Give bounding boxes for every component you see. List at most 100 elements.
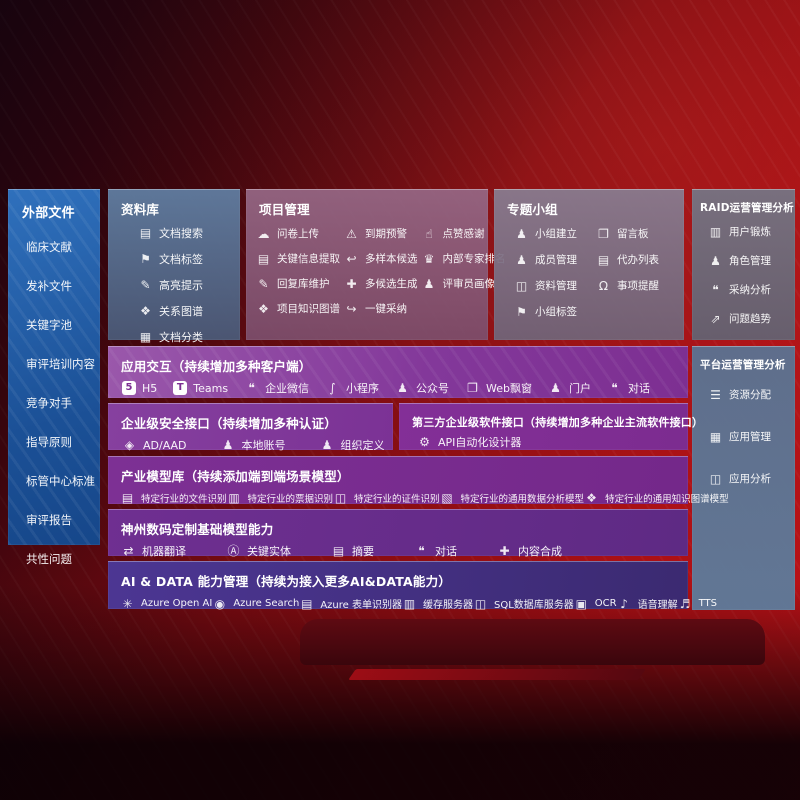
aidata-item-form-recognizer: ▤ Azure 表单识别器 (301, 596, 402, 612)
aidata-item-sql-server: ◫ SQL数据库服务器 (474, 596, 574, 612)
industry-item-data-analysis-model: ▧ 特定行业的通用数据分析模型 (441, 491, 585, 505)
project-item-reviewer-portrait: ♟ 评审员画像 (422, 276, 506, 291)
miniprogram-icon: ∫ (329, 381, 336, 395)
teams-icon: T (173, 381, 188, 395)
data-analysis-model-icon: ▧ (441, 491, 453, 505)
library-panel: 资料库 ▤ 文档搜索 ⚑ 文档标签 ✎ 高亮提示 ❖ 关系图谱 ▦ 文档分类 (108, 189, 240, 344)
topic-item-group-tag: ⚑ 小组标签 (514, 304, 596, 319)
wecom-icon: ❝ (248, 381, 255, 395)
library-item-relation-graph: ❖ 关系图谱 (138, 303, 240, 319)
alarm-icon: ⚠ (346, 226, 357, 241)
member-manage-icon: ♟ (516, 252, 527, 267)
form-recognizer-icon: ▤ (301, 596, 313, 611)
sidebar-item-supplement-files: 发补文件 (26, 279, 72, 293)
app-interaction-row: 应用交互（持续增加多种客户端） 5 H5 T Teams ❝ 企业微信 ∫ 小程序 ♟ 公… (108, 346, 688, 398)
security-item-local-account: ♟ 本地账号 (221, 437, 286, 453)
html5-icon: 5 (122, 381, 136, 395)
panel-title: 资料库 (121, 202, 160, 217)
adopt-analysis-icon: ❝ (712, 282, 719, 297)
interaction-item-h5: 5 H5 (122, 381, 157, 395)
industry-item-file-recognition: ▤ 特定行业的文件识别 (121, 491, 227, 505)
library-item-doc-search: ▤ 文档搜索 (139, 226, 203, 240)
library-item-highlight: ✎ 高亮提示 (138, 277, 240, 293)
sidebar-item-review-training: 审评培训内容 (26, 357, 95, 371)
row-title: 产业模型库（持续添加端到端场景模型） (121, 469, 350, 484)
row-title: AI & DATA 能力管理（持续为接入更多AI&DATA能力） (121, 574, 452, 589)
row-title: 神州数码定制基础模型能力 (121, 522, 274, 537)
panel-title: 平台运营管理分析 (700, 359, 786, 371)
interaction-item-official-account: ♟ 公众号 (395, 380, 449, 396)
security-item-org-define: ♟ 组织定义 (320, 437, 385, 453)
panel-title: 项目管理 (259, 202, 310, 217)
knowledge-graph-model-icon: ❖ (586, 491, 597, 505)
project-item-multi-sample: ↩ 多样本候选 (344, 251, 417, 266)
project-item-due-alert: ⚠ 到期预警 (344, 226, 418, 241)
official-account-icon: ♟ (397, 381, 408, 395)
security-item-ad-aad: ◈ AD/AAD (122, 439, 187, 452)
sidebar-item-common-issues: 共性问题 (26, 552, 72, 566)
sql-server-icon: ◫ (474, 596, 487, 611)
raid-item-role: ♟ 角色管理 (708, 253, 795, 268)
highlight-icon: ✎ (140, 278, 151, 292)
aidata-item-ocr: ▣ OCR (575, 596, 617, 611)
interaction-item-wecom: ❝ 企业微信 (244, 380, 309, 396)
external-files-panel: 外部文件 临床文献 发补文件 关键字池 审评培训内容 竞争对手 指导原则 标管中… (8, 189, 100, 566)
group-create-icon: ♟ (516, 226, 527, 241)
resource-allocate-icon: ☰ (710, 387, 721, 402)
app-manage-icon: ▦ (709, 429, 722, 444)
panel-title: 专题小组 (507, 202, 558, 217)
stage-podium (300, 619, 765, 665)
project-item-like-thanks: ☝ 点赞感谢 (422, 226, 506, 241)
bell-icon: Ω (598, 278, 609, 293)
ocr-icon: ▣ (575, 596, 587, 611)
group-tag-icon: ⚑ (516, 304, 527, 319)
enterprise-security-row: 企业级安全接口（持续增加多种认证） ◈ AD/AAD ♟ 本地账号 ♟ 组织定义 (108, 403, 393, 453)
doc-search-icon: ▤ (139, 226, 152, 240)
org-define-icon: ♟ (321, 438, 333, 452)
raid-analysis-panel: RAID运营管理分析 ▥ 用户锻炼 ♟ 角色管理 ❝ 采纳分析 ⇗ 问题趋势 (692, 189, 795, 340)
thirdparty-item-api-designer: ⚙ API自动化设计器 (417, 434, 521, 450)
interaction-item-web-popup: ❐ Web飘窗 (465, 380, 532, 396)
raid-item-adopt-analysis: ❝ 采纳分析 (708, 282, 795, 297)
sidebar-item-clinical-literature: 临床文献 (26, 240, 72, 254)
project-item-knowledge-graph: ❖ 项目知识图谱 (256, 301, 340, 316)
interaction-item-portal: ♟ 门户 (548, 380, 591, 396)
material-manage-icon: ◫ (515, 278, 528, 293)
platform-item-app-manage: ▦ 应用管理 (709, 429, 771, 444)
speech-understand-icon: ♪ (620, 596, 628, 611)
industry-item-id-recognition: ◫ 特定行业的证件识别 (334, 491, 440, 505)
doc-tag-icon: ⚑ (140, 252, 151, 266)
aidata-item-speech: ♪ 语音理解 (617, 596, 677, 612)
expert-ranking-icon: ♛ (423, 251, 435, 266)
project-item-info-extract: ▤ 关键信息提取 (257, 251, 340, 266)
translate-icon: ⇄ (123, 544, 134, 558)
industry-model-row: 产业模型库（持续添加端到端场景模型） ▤ 特定行业的文件识别 ▥ 特定行业的票据识别… (108, 456, 729, 505)
user-card-icon: ▥ (709, 224, 722, 239)
interaction-item-dialog: ❝ 对话 (607, 380, 650, 396)
foundation-model-row: 神州数码定制基础模型能力 ⇄ 机器翻译 Ⓐ 关键实体 ▤ 摘要 ❝ 对话 ✚ 内容合成 (108, 509, 688, 558)
project-item-upload: ☁ 问卷上传 (257, 226, 320, 241)
foundation-item-key-entity: Ⓐ 关键实体 (227, 544, 291, 558)
ad-aad-icon: ◈ (124, 438, 135, 452)
sidebar-item-review-reports: 审评报告 (26, 513, 72, 527)
library-item-doc-tag: ⚑ 文档标签 (138, 251, 240, 267)
portal-icon: ♟ (550, 381, 561, 395)
interaction-item-miniprogram: ∫ 小程序 (325, 380, 379, 396)
aidata-item-tts: ♬ TTS (678, 598, 717, 610)
aidata-item-azure-openai: ✳ Azure Open AI (120, 598, 212, 610)
panel-title: RAID运营管理分析 (700, 202, 794, 214)
local-account-icon: ♟ (222, 438, 234, 452)
reply-maintain-icon: ✎ (258, 276, 269, 291)
content-synthesis-icon: ✚ (499, 544, 510, 558)
sidebar-item-standards: 标管中心标准 (26, 474, 95, 488)
todo-list-icon: ▤ (597, 252, 610, 267)
topic-group-panel: 专题小组 ♟ 小组建立 ❐ 留言板 ♟ 成员管理 ▤ 代办列表 ◫ 资料管理 Ω 事项提醒 … (494, 189, 684, 340)
foundation-item-summary: ▤ 摘要 (332, 544, 374, 558)
id-recognition-icon: ◫ (334, 491, 347, 505)
web-popup-icon: ❐ (467, 381, 478, 395)
raid-item-trend: ⇗ 问题趋势 (708, 311, 795, 326)
industry-item-invoice-recognition: ▥ 特定行业的票据识别 (228, 491, 334, 505)
cache-server-icon: ▥ (403, 596, 416, 611)
project-item-expert-ranking: ♛ 内部专家排名 (422, 251, 506, 266)
